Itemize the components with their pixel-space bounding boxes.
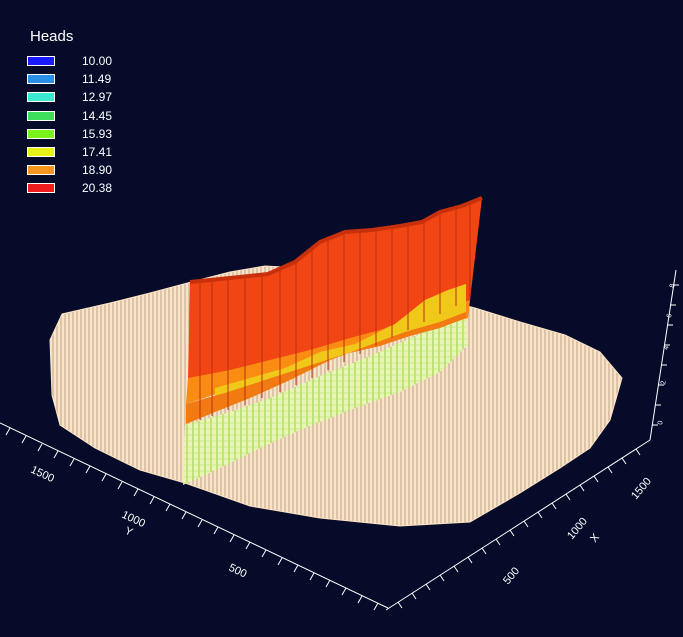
- heads-legend: Heads 10.00 11.49 12.97 14.45 15.93 17.41 18.9…: [27, 28, 147, 198]
- x-axis-labels: 500 1000 X 1500: [501, 475, 654, 586]
- legend-entry: 18.90: [27, 161, 147, 179]
- z-tick-6: 6: [666, 313, 674, 318]
- wall-green-band: [183, 312, 468, 485]
- legend-entry: 12.97: [27, 88, 147, 106]
- legend-swatch: [27, 56, 55, 67]
- z-axis: [649, 269, 679, 441]
- x-tick-1000: 1000: [565, 515, 590, 541]
- legend-swatch: [27, 147, 55, 158]
- legend-entry: 15.93: [27, 125, 147, 143]
- legend-swatch: [27, 110, 55, 121]
- y-tick-1500: 1500: [29, 464, 56, 485]
- legend-swatch: [27, 128, 55, 139]
- legend-label: 10.00: [82, 54, 113, 69]
- x-tick-1500: 1500: [629, 475, 654, 501]
- y-axis-title: Y: [123, 525, 135, 539]
- legend-rows: 10.00 11.49 12.97 14.45 15.93 17.41 18.90 20.38: [27, 52, 147, 198]
- legend-label: 17.41: [82, 145, 113, 160]
- z-tick-4: 4: [663, 345, 671, 350]
- z-axis-labels: 0 2 4 6 8: [657, 283, 677, 425]
- legend-entry: 14.45: [27, 107, 147, 125]
- legend-entry: 20.38: [27, 179, 147, 197]
- legend-swatch: [27, 74, 55, 85]
- y-axis: [0, 422, 389, 611]
- z-tick-8: 8: [669, 283, 677, 288]
- legend-swatch: [27, 92, 55, 103]
- legend-entry: 10.00: [27, 52, 147, 70]
- x-axis-title: X: [588, 531, 602, 545]
- legend-label: 18.90: [82, 163, 113, 178]
- legend-label: 15.93: [82, 126, 113, 141]
- z-tick-2: 2: [660, 380, 668, 385]
- legend-swatch: [27, 183, 55, 194]
- z-tick-0: 0: [657, 420, 665, 425]
- x-tick-500: 500: [501, 565, 522, 587]
- legend-label: 20.38: [82, 181, 113, 196]
- legend-entry: 11.49: [27, 70, 147, 88]
- y-tick-500: 500: [227, 562, 249, 581]
- legend-label: 11.49: [82, 72, 112, 87]
- legend-label: 14.45: [82, 108, 113, 123]
- legend-title: Heads: [30, 28, 74, 45]
- head-wall: [186, 196, 483, 424]
- x-axis: [385, 439, 651, 611]
- legend-label: 12.97: [82, 90, 113, 105]
- legend-swatch: [27, 165, 55, 176]
- legend-entry: 17.41: [27, 143, 147, 161]
